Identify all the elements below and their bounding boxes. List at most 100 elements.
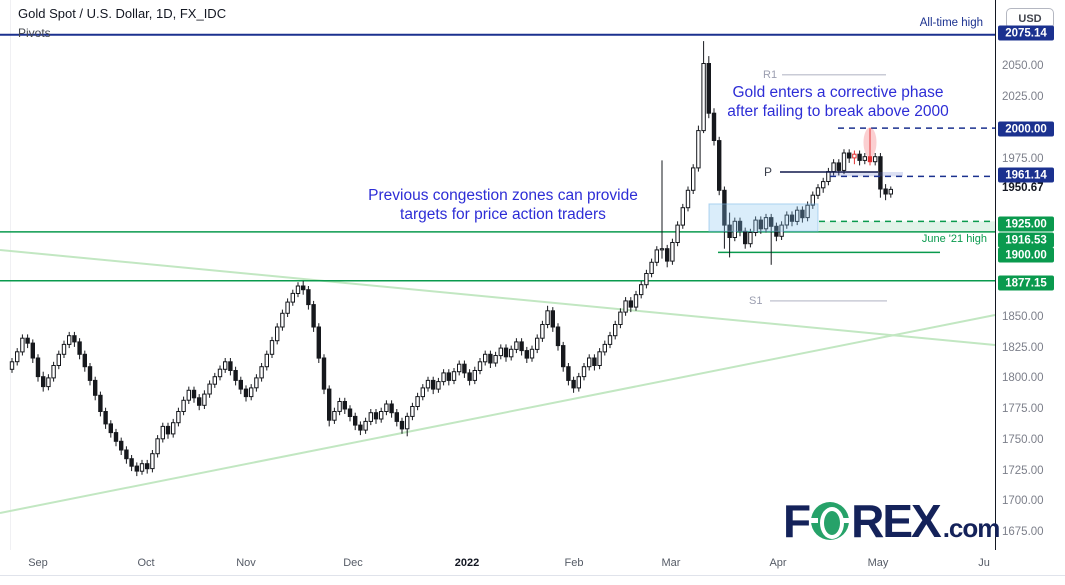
candle-body: [363, 420, 368, 431]
candle-body: [784, 214, 789, 226]
annotation-corrective-phase: Gold enters a corrective phase after fai…: [727, 83, 948, 121]
price-label-1900.00: 1900.00: [998, 247, 1054, 263]
candle-body: [597, 351, 602, 366]
candle-body: [711, 112, 717, 141]
candle-body: [35, 357, 41, 378]
candle-body: [867, 156, 873, 163]
candle-body: [280, 312, 285, 328]
candle-body: [212, 376, 218, 385]
price-label-1925.00: 1925.00: [998, 216, 1054, 232]
candle-body: [347, 408, 353, 417]
candle-body: [254, 377, 259, 389]
candle-body: [805, 204, 810, 219]
candle-body: [836, 162, 841, 171]
time-label-Nov: Nov: [236, 557, 256, 569]
candle-body: [139, 463, 145, 472]
candle-body: [732, 220, 737, 239]
highlight-ellipse[interactable]: [863, 127, 877, 158]
candle-body: [493, 355, 498, 364]
candle-body: [571, 379, 576, 389]
annotation-congestion-zones: Previous congestion zones can provide ta…: [368, 186, 638, 224]
candle-body: [462, 363, 467, 374]
candle-body: [592, 357, 597, 366]
candle-body: [384, 403, 389, 412]
p-pivot-label: P: [764, 165, 773, 179]
candle-body: [696, 130, 701, 169]
annotation-line: targets for price action traders: [400, 206, 606, 223]
candle-body: [524, 350, 529, 359]
price-label-2075.14: 2075.14: [998, 25, 1054, 41]
price-label-1700.00: 1700.00: [1002, 495, 1044, 507]
candle-body: [587, 357, 592, 368]
candle-body: [675, 224, 680, 244]
candle-body: [545, 310, 550, 325]
candle-body: [514, 341, 519, 350]
candle-body: [145, 463, 150, 470]
candle-body: [191, 389, 197, 399]
candle-body: [779, 224, 784, 237]
candle-body: [670, 242, 675, 262]
price-axis[interactable]: 2075.14 2050.00 2025.00 2000.00 1975.00 1961.…: [996, 0, 1065, 550]
candle-body: [509, 348, 514, 358]
candle-body: [389, 403, 394, 414]
descending-trendline[interactable]: [0, 249, 996, 346]
candle-body: [550, 310, 555, 328]
candle-body: [379, 411, 384, 420]
candle-body: [41, 376, 46, 388]
candle-body: [451, 371, 457, 381]
candle-body: [483, 353, 488, 363]
candle-body: [717, 140, 722, 191]
candle-body: [9, 361, 15, 370]
candle-body: [228, 361, 233, 371]
candle-body: [685, 189, 691, 209]
green-target-band: [819, 221, 995, 232]
candle-body: [108, 423, 113, 434]
price-label-1800.00: 1800.00: [1002, 372, 1044, 384]
candle-body: [373, 412, 379, 420]
logo-rex: REX: [851, 495, 942, 547]
time-axis[interactable]: Sep Oct Nov Dec 2022 Feb Mar Apr May Ju: [0, 550, 1065, 576]
candle-body: [644, 273, 649, 286]
price-label-2000.00: 2000.00: [998, 121, 1054, 137]
congestion-zone-box[interactable]: [708, 203, 819, 232]
candle-body: [264, 353, 270, 368]
candle-body: [457, 363, 462, 373]
candle-body: [150, 453, 155, 470]
candle-body: [488, 353, 493, 364]
candle-body: [202, 393, 207, 406]
candle-body: [358, 424, 363, 431]
candle-body: [810, 194, 815, 206]
price-label-1775.00: 1775.00: [1002, 403, 1044, 415]
candle-body: [680, 207, 685, 226]
blue-pivot-band: [830, 172, 903, 177]
annotation-line: Previous congestion zones can provide: [368, 187, 638, 204]
s1-pivot-label: S1: [749, 295, 763, 307]
candle-body: [269, 340, 275, 355]
candle-body: [233, 370, 238, 381]
candle-body: [540, 324, 545, 339]
candle-body: [654, 249, 659, 263]
logo-o-icon: [811, 502, 850, 540]
candle-body: [415, 396, 420, 408]
candle-body: [529, 348, 535, 359]
indicator-label[interactable]: Pivots: [18, 26, 51, 40]
candle-body: [795, 209, 800, 222]
logo-com: .com: [942, 513, 1001, 543]
candle-body: [56, 353, 61, 366]
candle-body: [607, 335, 613, 345]
candle-body: [249, 387, 254, 398]
symbol-title[interactable]: Gold Spot / U.S. Dollar, 1D, FX_IDC: [18, 6, 227, 21]
candle-body: [405, 415, 410, 430]
candle-body: [555, 326, 561, 347]
candle-body: [223, 361, 228, 370]
candle-body: [519, 341, 524, 352]
time-label-Feb: Feb: [564, 557, 584, 569]
candle-body: [321, 357, 327, 390]
price-label-1850.00: 1850.00: [1002, 311, 1044, 323]
price-label-1916.53: 1916.53: [998, 232, 1054, 248]
candle-body: [275, 326, 280, 342]
ascending-trendline[interactable]: [0, 314, 996, 514]
candle-body: [472, 370, 478, 381]
candle-body: [15, 351, 20, 363]
candle-body: [399, 420, 405, 430]
